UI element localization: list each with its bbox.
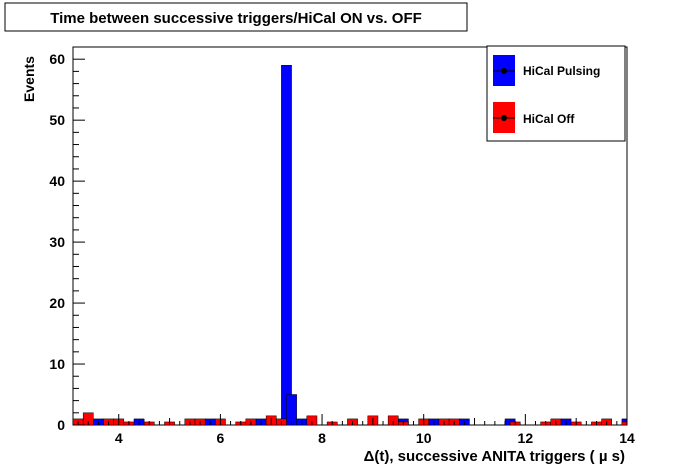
title-box: Time between successive triggers/HiCal O…	[4, 2, 468, 32]
x-tick-label: 12	[518, 430, 534, 446]
y-tick-label: 40	[49, 173, 65, 189]
y-tick-label: 50	[49, 112, 65, 128]
y-tick-label: 0	[57, 417, 65, 433]
x-tick-label: 4	[115, 430, 123, 446]
bar-hical-off	[621, 421, 628, 426]
x-axis-label: Δ(t), successive ANITA triggers ( µ s)	[364, 448, 625, 465]
x-tick-label: 8	[318, 430, 326, 446]
x-tick-label: 14	[619, 430, 635, 446]
legend-entry-hical-pulsing: HiCal Pulsing	[493, 55, 600, 86]
y-tick-label: 30	[49, 234, 65, 250]
x-tick-label: 10	[416, 430, 432, 446]
bar-hical-pulsing	[286, 394, 297, 426]
y-tick-label: 10	[49, 356, 65, 372]
y-tick-label: 20	[49, 295, 65, 311]
legend-entry-hical-off: HiCal Off	[493, 102, 575, 133]
chart-title: Time between successive triggers/HiCal O…	[50, 10, 422, 27]
axis-ticks: 4 6 8 10 12 14 0 10 20 30 40 50 60	[49, 46, 635, 446]
legend-marker-dot	[501, 68, 507, 74]
legend: HiCal Pulsing HiCal Off	[486, 45, 626, 142]
x-tick-label: 6	[216, 430, 224, 446]
y-axis-label: Events	[21, 56, 37, 102]
title-box-frame	[4, 2, 468, 32]
legend-label-hical-off: HiCal Off	[523, 112, 575, 126]
bar-hical-pulsing	[281, 65, 292, 426]
legend-label-hical-pulsing: HiCal Pulsing	[523, 64, 600, 78]
legend-marker-dot	[501, 115, 507, 121]
y-tick-label: 60	[49, 51, 65, 67]
